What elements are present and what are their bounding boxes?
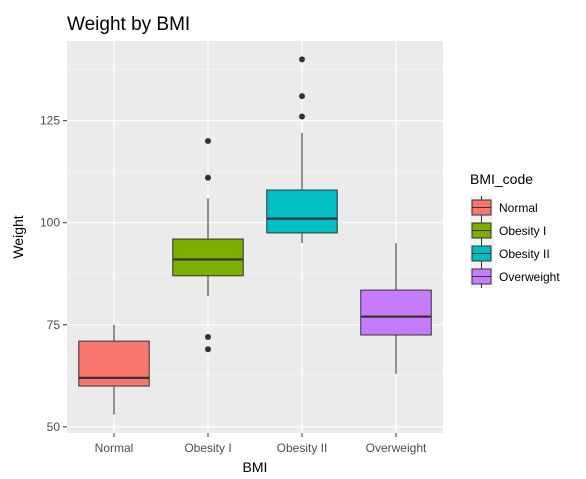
legend: BMI_code Normal Obesity I Obesity II Overwe… [470,171,560,288]
box-body [360,289,432,336]
outlier-point [205,334,211,341]
box-obesity-i [172,138,244,353]
legend-label: Normal [499,201,538,215]
box-series [78,56,432,415]
y-tick-label: 125 [40,114,60,128]
box-obesity-ii [266,56,338,244]
box-body [172,238,244,277]
x-tick-label: Normal [95,441,134,455]
legend-key-normal: Normal [470,196,538,219]
outlier-point [205,174,211,181]
chart-title: Weight by BMI [67,14,190,35]
y-tick-label: 75 [47,318,61,332]
legend-label: Overweight [499,270,560,284]
legend-label: Obesity I [499,224,546,238]
y-axis-title: Weight [10,215,26,258]
outlier-point [299,93,305,100]
box-overweight [360,243,432,374]
box-body [266,189,338,234]
outlier-point [205,346,211,353]
x-tick-label: Obesity I [184,441,231,455]
y-axis-ticks: 50 75 100 125 [40,114,67,434]
outlier-point [299,56,305,63]
legend-key-overweight: Overweight [470,265,560,288]
legend-label: Obesity II [499,247,550,261]
outlier-point [299,113,305,120]
x-tick-label: Overweight [366,441,427,455]
x-axis-ticks: Normal Obesity I Obesity II Overweight [95,433,427,455]
x-axis-title: BMI [243,459,268,475]
x-tick-label: Obesity II [277,441,328,455]
y-tick-label: 100 [40,216,60,230]
legend-title: BMI_code [470,171,533,187]
outlier-point [205,138,211,145]
box-normal [78,324,150,415]
legend-key-obesity-i: Obesity I [470,219,546,242]
y-tick-label: 50 [47,420,61,434]
box-body [78,340,150,387]
legend-key-obesity-ii: Obesity II [470,242,550,265]
